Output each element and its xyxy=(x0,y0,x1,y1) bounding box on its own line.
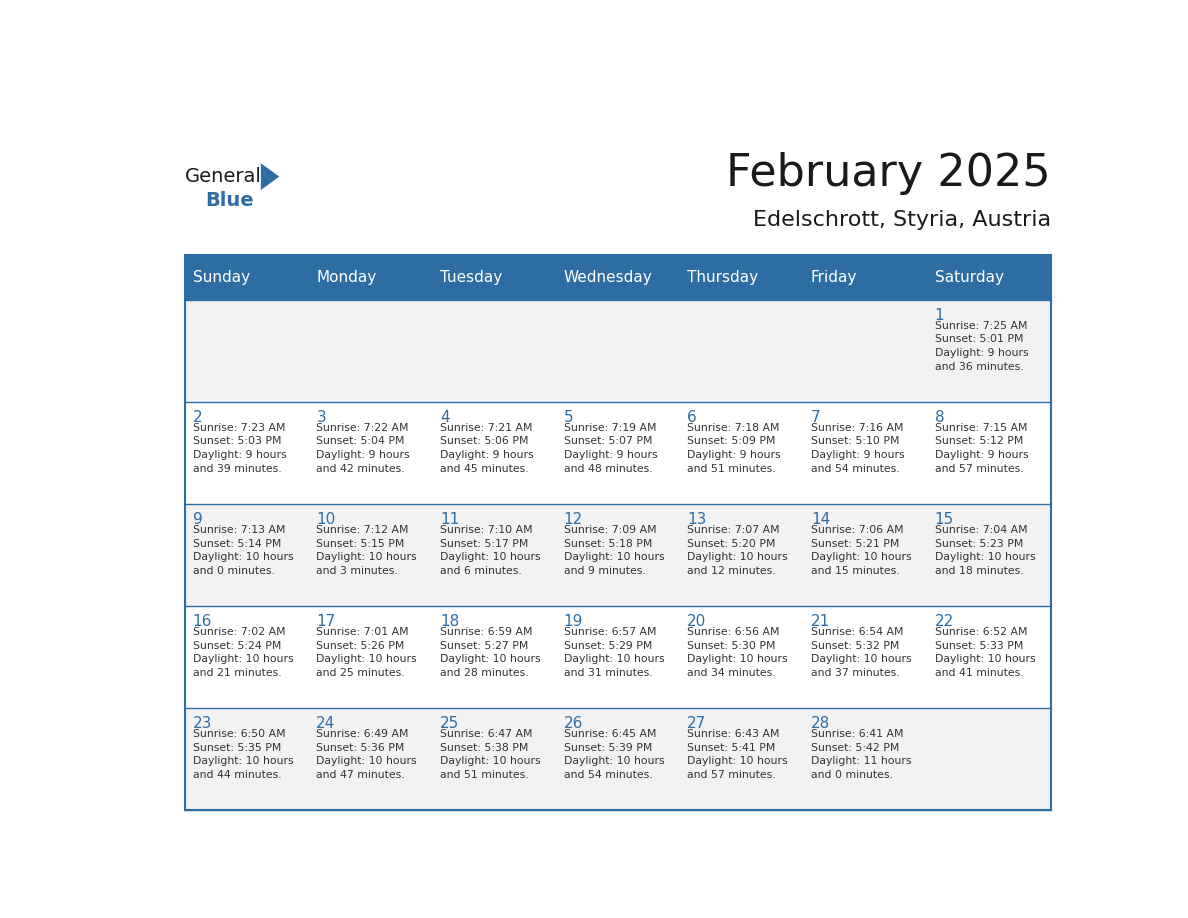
Text: Sunrise: 7:25 AM
Sunset: 5:01 PM
Daylight: 9 hours
and 36 minutes.: Sunrise: 7:25 AM Sunset: 5:01 PM Dayligh… xyxy=(935,320,1028,372)
Text: 23: 23 xyxy=(192,716,213,732)
Text: Friday: Friday xyxy=(811,270,858,285)
Text: Sunrise: 7:22 AM
Sunset: 5:04 PM
Daylight: 9 hours
and 42 minutes.: Sunrise: 7:22 AM Sunset: 5:04 PM Dayligh… xyxy=(316,423,410,474)
Text: Sunrise: 7:02 AM
Sunset: 5:24 PM
Daylight: 10 hours
and 21 minutes.: Sunrise: 7:02 AM Sunset: 5:24 PM Dayligh… xyxy=(192,627,293,677)
Text: Sunrise: 7:21 AM
Sunset: 5:06 PM
Daylight: 9 hours
and 45 minutes.: Sunrise: 7:21 AM Sunset: 5:06 PM Dayligh… xyxy=(440,423,533,474)
Bar xyxy=(185,255,1051,810)
Text: Sunrise: 7:13 AM
Sunset: 5:14 PM
Daylight: 10 hours
and 0 minutes.: Sunrise: 7:13 AM Sunset: 5:14 PM Dayligh… xyxy=(192,525,293,576)
Text: 4: 4 xyxy=(440,410,449,425)
Text: 12: 12 xyxy=(563,512,583,527)
Text: Sunrise: 6:52 AM
Sunset: 5:33 PM
Daylight: 10 hours
and 41 minutes.: Sunrise: 6:52 AM Sunset: 5:33 PM Dayligh… xyxy=(935,627,1035,677)
Text: Sunrise: 7:07 AM
Sunset: 5:20 PM
Daylight: 10 hours
and 12 minutes.: Sunrise: 7:07 AM Sunset: 5:20 PM Dayligh… xyxy=(687,525,788,576)
Text: 19: 19 xyxy=(563,614,583,630)
Text: 2: 2 xyxy=(192,410,202,425)
Text: Sunrise: 7:15 AM
Sunset: 5:12 PM
Daylight: 9 hours
and 57 minutes.: Sunrise: 7:15 AM Sunset: 5:12 PM Dayligh… xyxy=(935,423,1028,474)
Text: Sunrise: 6:57 AM
Sunset: 5:29 PM
Daylight: 10 hours
and 31 minutes.: Sunrise: 6:57 AM Sunset: 5:29 PM Dayligh… xyxy=(563,627,664,677)
Bar xyxy=(185,504,1051,606)
Text: 22: 22 xyxy=(935,614,954,630)
Text: Sunrise: 7:06 AM
Sunset: 5:21 PM
Daylight: 10 hours
and 15 minutes.: Sunrise: 7:06 AM Sunset: 5:21 PM Dayligh… xyxy=(811,525,911,576)
Text: Sunrise: 6:49 AM
Sunset: 5:36 PM
Daylight: 10 hours
and 47 minutes.: Sunrise: 6:49 AM Sunset: 5:36 PM Dayligh… xyxy=(316,729,417,780)
Text: Sunrise: 7:12 AM
Sunset: 5:15 PM
Daylight: 10 hours
and 3 minutes.: Sunrise: 7:12 AM Sunset: 5:15 PM Dayligh… xyxy=(316,525,417,576)
Text: Thursday: Thursday xyxy=(687,270,758,285)
Text: Saturday: Saturday xyxy=(935,270,1004,285)
Text: Edelschrott, Styria, Austria: Edelschrott, Styria, Austria xyxy=(753,209,1051,230)
Text: 24: 24 xyxy=(316,716,335,732)
Text: Tuesday: Tuesday xyxy=(440,270,503,285)
Bar xyxy=(185,255,1051,299)
Text: Sunrise: 7:23 AM
Sunset: 5:03 PM
Daylight: 9 hours
and 39 minutes.: Sunrise: 7:23 AM Sunset: 5:03 PM Dayligh… xyxy=(192,423,286,474)
Text: Sunrise: 6:47 AM
Sunset: 5:38 PM
Daylight: 10 hours
and 51 minutes.: Sunrise: 6:47 AM Sunset: 5:38 PM Dayligh… xyxy=(440,729,541,780)
Text: Sunday: Sunday xyxy=(192,270,249,285)
Text: 17: 17 xyxy=(316,614,335,630)
Text: 27: 27 xyxy=(687,716,707,732)
Text: Sunrise: 6:45 AM
Sunset: 5:39 PM
Daylight: 10 hours
and 54 minutes.: Sunrise: 6:45 AM Sunset: 5:39 PM Dayligh… xyxy=(563,729,664,780)
Bar xyxy=(185,708,1051,810)
Text: Wednesday: Wednesday xyxy=(563,270,652,285)
Text: 16: 16 xyxy=(192,614,213,630)
Text: 6: 6 xyxy=(687,410,697,425)
Text: February 2025: February 2025 xyxy=(726,152,1051,196)
Polygon shape xyxy=(261,163,279,190)
Text: 13: 13 xyxy=(687,512,707,527)
Text: Sunrise: 6:50 AM
Sunset: 5:35 PM
Daylight: 10 hours
and 44 minutes.: Sunrise: 6:50 AM Sunset: 5:35 PM Dayligh… xyxy=(192,729,293,780)
Text: General: General xyxy=(185,167,263,185)
Text: 21: 21 xyxy=(811,614,830,630)
Text: 28: 28 xyxy=(811,716,830,732)
Text: 15: 15 xyxy=(935,512,954,527)
Bar xyxy=(185,299,1051,402)
Text: Sunrise: 7:16 AM
Sunset: 5:10 PM
Daylight: 9 hours
and 54 minutes.: Sunrise: 7:16 AM Sunset: 5:10 PM Dayligh… xyxy=(811,423,904,474)
Text: Sunrise: 7:19 AM
Sunset: 5:07 PM
Daylight: 9 hours
and 48 minutes.: Sunrise: 7:19 AM Sunset: 5:07 PM Dayligh… xyxy=(563,423,657,474)
Text: Blue: Blue xyxy=(206,192,254,210)
Text: 8: 8 xyxy=(935,410,944,425)
Text: Sunrise: 7:01 AM
Sunset: 5:26 PM
Daylight: 10 hours
and 25 minutes.: Sunrise: 7:01 AM Sunset: 5:26 PM Dayligh… xyxy=(316,627,417,677)
Text: Sunrise: 6:43 AM
Sunset: 5:41 PM
Daylight: 10 hours
and 57 minutes.: Sunrise: 6:43 AM Sunset: 5:41 PM Dayligh… xyxy=(687,729,788,780)
Text: Sunrise: 7:18 AM
Sunset: 5:09 PM
Daylight: 9 hours
and 51 minutes.: Sunrise: 7:18 AM Sunset: 5:09 PM Dayligh… xyxy=(687,423,781,474)
Bar xyxy=(185,606,1051,708)
Text: Sunrise: 6:56 AM
Sunset: 5:30 PM
Daylight: 10 hours
and 34 minutes.: Sunrise: 6:56 AM Sunset: 5:30 PM Dayligh… xyxy=(687,627,788,677)
Text: Sunrise: 6:54 AM
Sunset: 5:32 PM
Daylight: 10 hours
and 37 minutes.: Sunrise: 6:54 AM Sunset: 5:32 PM Dayligh… xyxy=(811,627,911,677)
Text: 3: 3 xyxy=(316,410,326,425)
Text: 18: 18 xyxy=(440,614,460,630)
Text: 26: 26 xyxy=(563,716,583,732)
Text: 25: 25 xyxy=(440,716,460,732)
Text: Sunrise: 7:10 AM
Sunset: 5:17 PM
Daylight: 10 hours
and 6 minutes.: Sunrise: 7:10 AM Sunset: 5:17 PM Dayligh… xyxy=(440,525,541,576)
Bar xyxy=(185,402,1051,504)
Text: Sunrise: 7:04 AM
Sunset: 5:23 PM
Daylight: 10 hours
and 18 minutes.: Sunrise: 7:04 AM Sunset: 5:23 PM Dayligh… xyxy=(935,525,1035,576)
Text: 7: 7 xyxy=(811,410,821,425)
Text: Sunrise: 7:09 AM
Sunset: 5:18 PM
Daylight: 10 hours
and 9 minutes.: Sunrise: 7:09 AM Sunset: 5:18 PM Dayligh… xyxy=(563,525,664,576)
Text: 1: 1 xyxy=(935,308,944,323)
Text: Sunrise: 6:59 AM
Sunset: 5:27 PM
Daylight: 10 hours
and 28 minutes.: Sunrise: 6:59 AM Sunset: 5:27 PM Dayligh… xyxy=(440,627,541,677)
Text: 14: 14 xyxy=(811,512,830,527)
Text: Monday: Monday xyxy=(316,270,377,285)
Text: 11: 11 xyxy=(440,512,460,527)
Text: 9: 9 xyxy=(192,512,202,527)
Text: Sunrise: 6:41 AM
Sunset: 5:42 PM
Daylight: 11 hours
and 0 minutes.: Sunrise: 6:41 AM Sunset: 5:42 PM Dayligh… xyxy=(811,729,911,780)
Text: 5: 5 xyxy=(563,410,574,425)
Text: 20: 20 xyxy=(687,614,707,630)
Text: 10: 10 xyxy=(316,512,335,527)
